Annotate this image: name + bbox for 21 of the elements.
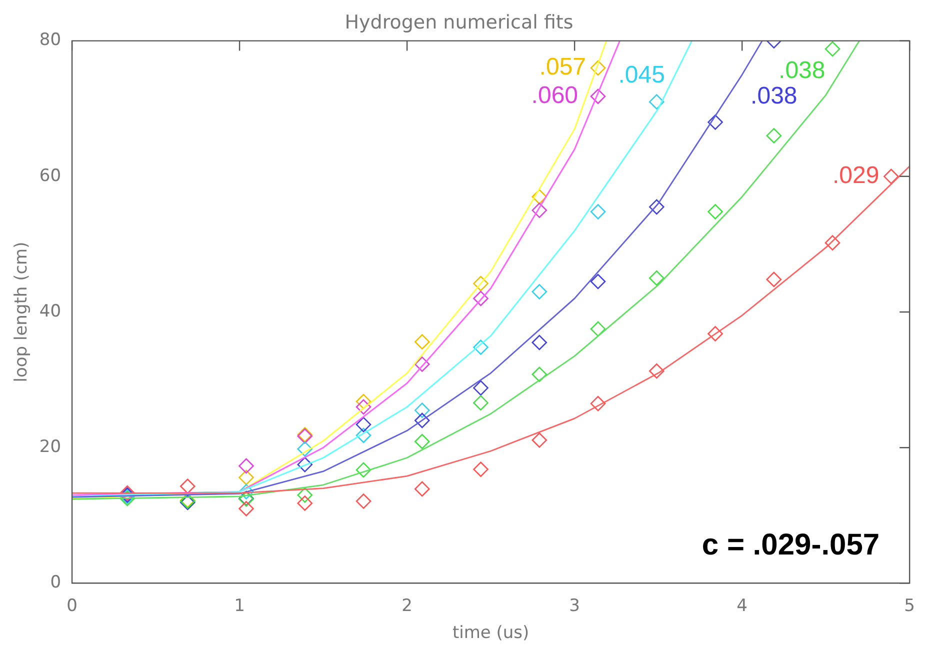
annotation: c = .029-.057	[702, 528, 880, 562]
y-tick-label: 80	[39, 30, 62, 50]
x-tick-label: 1	[234, 596, 245, 616]
x-tick-label: 4	[736, 596, 748, 616]
y-axis-title: loop length (cm)	[12, 242, 32, 382]
series-label: .057	[539, 54, 586, 81]
x-axis-title: time (us)	[452, 623, 530, 644]
series-label: .045	[618, 62, 665, 89]
chart-title: Hydrogen numerical fits	[344, 11, 574, 34]
series-label: .038	[778, 57, 826, 84]
series-label: .060	[531, 82, 578, 110]
x-tick-label: 3	[569, 596, 580, 616]
y-tick-label: 0	[50, 572, 62, 593]
x-tick-label: 2	[402, 596, 412, 616]
series-label: .038	[750, 82, 798, 110]
y-tick-label: 40	[39, 301, 62, 322]
x-tick-label: 5	[904, 596, 916, 616]
y-tick-label: 20	[39, 437, 62, 458]
y-tick-label: 60	[39, 166, 62, 186]
x-tick-label: 0	[66, 596, 78, 616]
series-label: .029	[832, 162, 880, 190]
